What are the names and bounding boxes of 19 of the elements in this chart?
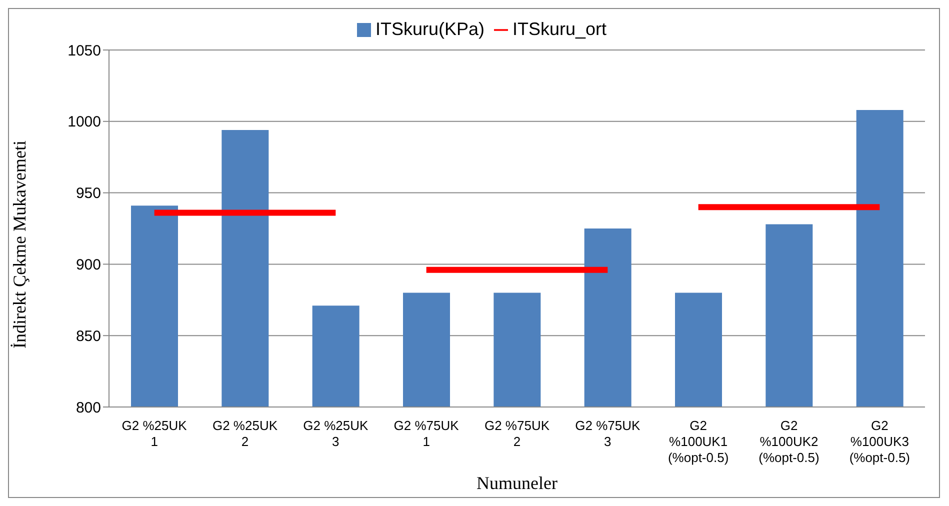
x-tick-label: G2 %100UK2 (%opt-0.5) [758, 418, 820, 465]
y-tick-label: 1050 [68, 42, 101, 60]
y-tick-label: 900 [76, 256, 101, 274]
x-tick-label: G2 %100UK1 (%opt-0.5) [668, 418, 729, 465]
y-tick-label: 1000 [68, 114, 101, 131]
y-tick-label: 800 [76, 399, 101, 416]
y-tick-label: 850 [76, 328, 101, 345]
x-tick-label: G2 %25UK 2 [212, 418, 278, 449]
x-tick-label: G2 %75UK 3 [575, 418, 641, 449]
x-tick-label: G2 %25UK 3 [303, 418, 369, 449]
x-axis-title: Numuneler [476, 473, 558, 493]
x-tick-label: G2 %75UK 1 [394, 418, 460, 449]
legend-label: ITSkuru_ort [512, 19, 607, 39]
y-tick-label: 950 [76, 185, 101, 202]
x-tick-label: G2 %25UK 1 [122, 418, 188, 449]
y-axis-title: İndirekt Çekme Mukavemeti [9, 140, 30, 348]
legend-label: ITSkuru(KPa) [375, 19, 484, 39]
x-tick-label: G2 %100UK3 (%opt-0.5) [849, 418, 910, 465]
x-tick-label: G2 %75UK 2 [484, 418, 550, 449]
